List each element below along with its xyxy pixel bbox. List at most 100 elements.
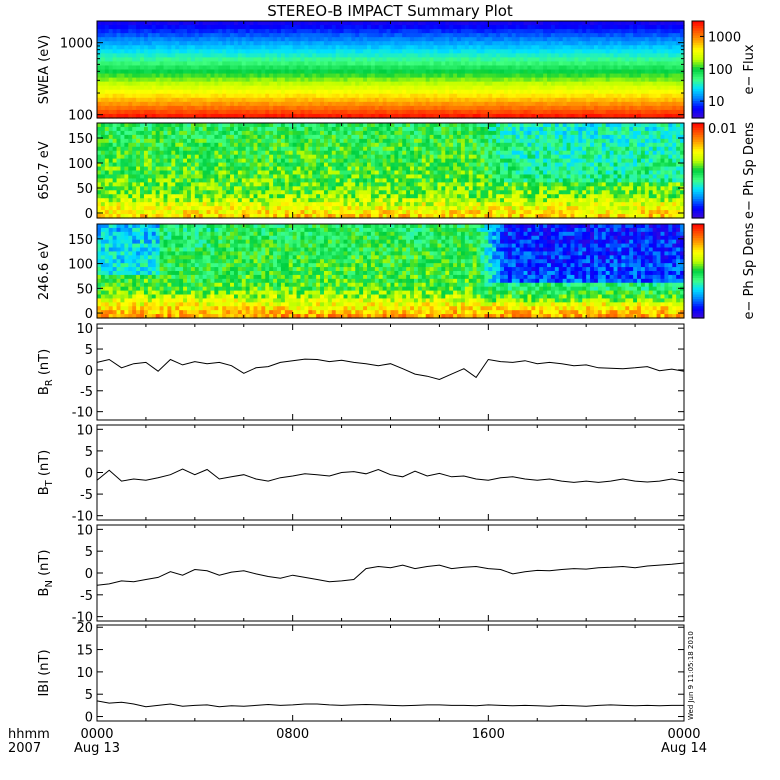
spectrogram-cell bbox=[202, 134, 208, 140]
spectrogram-cell bbox=[198, 123, 204, 128]
spectrogram-cell bbox=[241, 101, 247, 107]
spectrogram-cell bbox=[378, 73, 384, 79]
spectrogram-cell bbox=[253, 65, 259, 71]
spectrogram-cell bbox=[104, 77, 110, 83]
spectrogram-cell bbox=[378, 25, 384, 30]
spectrogram-cell bbox=[284, 150, 290, 156]
spectrogram-cell bbox=[183, 158, 188, 164]
spectrogram-cell bbox=[300, 206, 305, 211]
spectrogram-cell bbox=[265, 65, 270, 71]
spectrogram-cell bbox=[539, 109, 544, 115]
spectrogram-cell bbox=[374, 77, 380, 83]
spectrogram-cell bbox=[421, 109, 427, 115]
spectrogram-cell bbox=[382, 37, 388, 42]
spectrogram-cell bbox=[355, 97, 360, 103]
spectrogram-cell bbox=[601, 21, 607, 26]
spectrogram-cell bbox=[163, 25, 169, 30]
spectrogram-cell bbox=[445, 85, 450, 91]
spectrogram-cell bbox=[468, 57, 474, 63]
spectrogram-cell bbox=[108, 69, 114, 75]
spectrogram-cell bbox=[406, 97, 411, 103]
spectrogram-cell bbox=[488, 57, 493, 63]
spectrogram-cell bbox=[253, 57, 259, 63]
spectrogram-cell bbox=[327, 101, 333, 107]
spectrogram-cell bbox=[292, 97, 298, 103]
spectrogram-cell bbox=[120, 53, 125, 58]
spectrogram-cell bbox=[112, 182, 118, 187]
spectrogram-cell bbox=[261, 77, 266, 83]
spectrogram-cell bbox=[140, 25, 145, 30]
spectrogram-cell bbox=[558, 49, 564, 54]
spectrogram-cell bbox=[261, 186, 266, 191]
spectrogram-cell bbox=[288, 113, 294, 119]
spectrogram-cell bbox=[593, 77, 599, 83]
spectrogram-cell bbox=[390, 25, 396, 30]
spectrogram-cell bbox=[316, 109, 321, 115]
spectrogram-cell bbox=[582, 49, 587, 54]
spectrogram-cell bbox=[304, 214, 309, 219]
spectrogram-cell bbox=[355, 69, 360, 75]
spectrogram-cell bbox=[535, 109, 540, 115]
spectrogram-cell bbox=[656, 89, 662, 95]
spectrogram-cell bbox=[660, 61, 666, 67]
spectrogram-cell bbox=[331, 113, 337, 119]
spectrogram-cell bbox=[570, 49, 576, 54]
spectrogram-cell bbox=[277, 61, 282, 67]
spectrogram-cell bbox=[202, 126, 208, 132]
spectrogram-cell bbox=[155, 113, 161, 119]
spectrogram-cell bbox=[437, 25, 442, 30]
spectrogram-cell bbox=[175, 25, 180, 30]
spectrogram-cell bbox=[292, 214, 298, 219]
spectrogram-cell bbox=[296, 93, 302, 99]
spectrogram-cell bbox=[253, 198, 259, 203]
spectrogram-cell bbox=[488, 89, 493, 95]
spectrogram-cell bbox=[425, 29, 431, 34]
spectrogram-cell bbox=[167, 182, 172, 187]
spectrogram-cell bbox=[249, 214, 255, 219]
spectrogram-cell bbox=[539, 97, 544, 103]
spectrogram-cell bbox=[496, 25, 501, 30]
spectrogram-cell bbox=[269, 33, 274, 38]
spectrogram-cell bbox=[143, 41, 149, 46]
spectrogram-cell bbox=[308, 101, 313, 107]
spectrogram-cell bbox=[578, 45, 583, 50]
spectrogram-cell bbox=[316, 206, 321, 211]
spectrogram-cell bbox=[406, 29, 411, 34]
spectrogram-cell bbox=[257, 101, 262, 107]
spectrogram-cell bbox=[202, 101, 208, 107]
spectrogram-cell bbox=[367, 69, 372, 75]
spectrogram-cell bbox=[320, 65, 325, 71]
spectrogram-cell bbox=[128, 206, 133, 211]
spectrogram-cell bbox=[511, 105, 517, 111]
spectrogram-cell bbox=[226, 21, 231, 26]
spectrogram-cell bbox=[668, 89, 673, 95]
spectrogram-cell bbox=[241, 182, 247, 187]
spectrogram-cell bbox=[386, 65, 392, 71]
spectrogram-cell bbox=[222, 182, 227, 187]
spectrogram-cell bbox=[120, 162, 125, 168]
spectrogram-cell bbox=[230, 85, 235, 91]
spectrogram-cell bbox=[288, 29, 294, 34]
spectrogram-cell bbox=[468, 61, 474, 67]
spectrogram-cell bbox=[668, 105, 673, 111]
spectrogram-cell bbox=[284, 33, 290, 38]
spectrogram-cell bbox=[453, 33, 458, 38]
spectrogram-cell bbox=[488, 45, 493, 50]
spectrogram-cell bbox=[269, 113, 274, 119]
spectrogram-cell bbox=[206, 202, 212, 207]
spectrogram-cell bbox=[355, 77, 360, 83]
spectrogram-cell bbox=[237, 206, 243, 211]
spectrogram-cell bbox=[460, 85, 466, 91]
spectrogram-cell bbox=[288, 154, 294, 160]
spectrogram-cell bbox=[190, 194, 196, 199]
spectrogram-cell bbox=[335, 73, 341, 79]
spectrogram-cell bbox=[331, 29, 337, 34]
spectrogram-cell bbox=[539, 101, 544, 107]
spectrogram-cell bbox=[194, 65, 200, 71]
spectrogram-cell bbox=[355, 93, 360, 99]
spectrogram-cell bbox=[163, 150, 169, 156]
spectrogram-cell bbox=[601, 37, 607, 42]
spectrogram-cell bbox=[155, 198, 161, 203]
spectrogram-cell bbox=[171, 198, 176, 203]
spectrogram-cell bbox=[316, 113, 321, 119]
